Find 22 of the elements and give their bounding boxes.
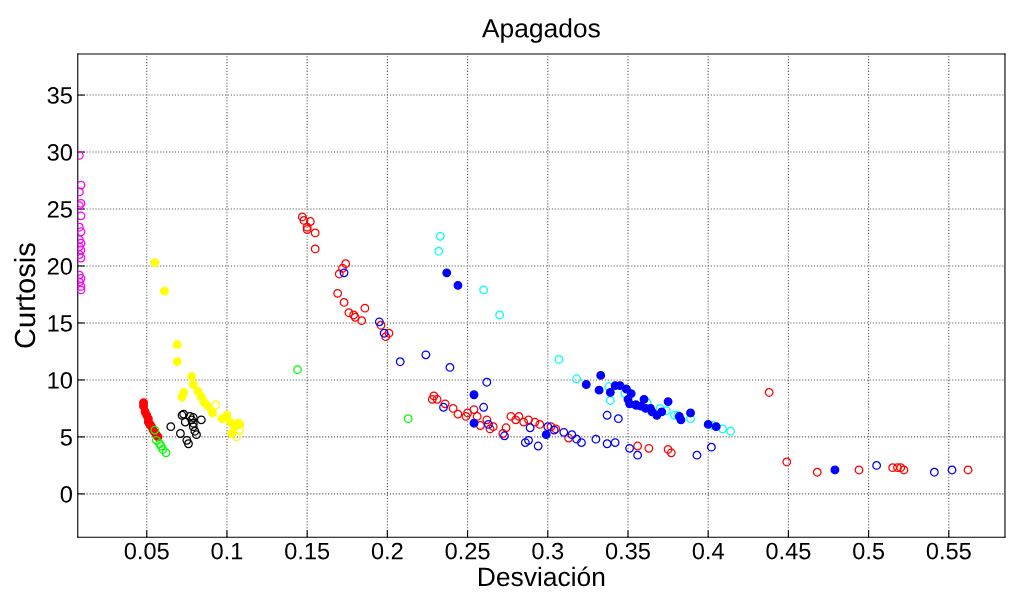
y-axis-title: Curtosis <box>13 243 36 348</box>
y-tick-label: 15 <box>48 315 72 332</box>
x-tick-label: 0.45 <box>766 542 811 560</box>
x-tick-label: 0.2 <box>371 542 403 560</box>
x-tick-label: 0.35 <box>605 542 650 560</box>
y-tick-label: 0 <box>60 485 72 503</box>
x-tick-label: 0.3 <box>532 542 564 560</box>
chart-title: Apagados <box>481 18 600 43</box>
y-tick-label: 5 <box>60 429 72 446</box>
x-tick-label: 0.15 <box>285 542 330 560</box>
y-tick-label: 10 <box>48 372 72 389</box>
y-tick-label: 25 <box>47 201 72 218</box>
y-tick-label: 35 <box>47 87 72 104</box>
y-tick-label: 20 <box>47 258 72 275</box>
x-tick-label: 0.05 <box>124 542 169 560</box>
x-tick-label: 0.55 <box>926 542 971 560</box>
x-tick-label: 0.1 <box>211 542 243 560</box>
x-tick-label: 0.4 <box>692 542 724 560</box>
y-tick-label: 30 <box>47 144 72 161</box>
x-tick-label: 0.5 <box>853 542 885 560</box>
x-axis-title: Desviación <box>478 566 605 587</box>
x-tick-label: 0.25 <box>445 542 490 560</box>
